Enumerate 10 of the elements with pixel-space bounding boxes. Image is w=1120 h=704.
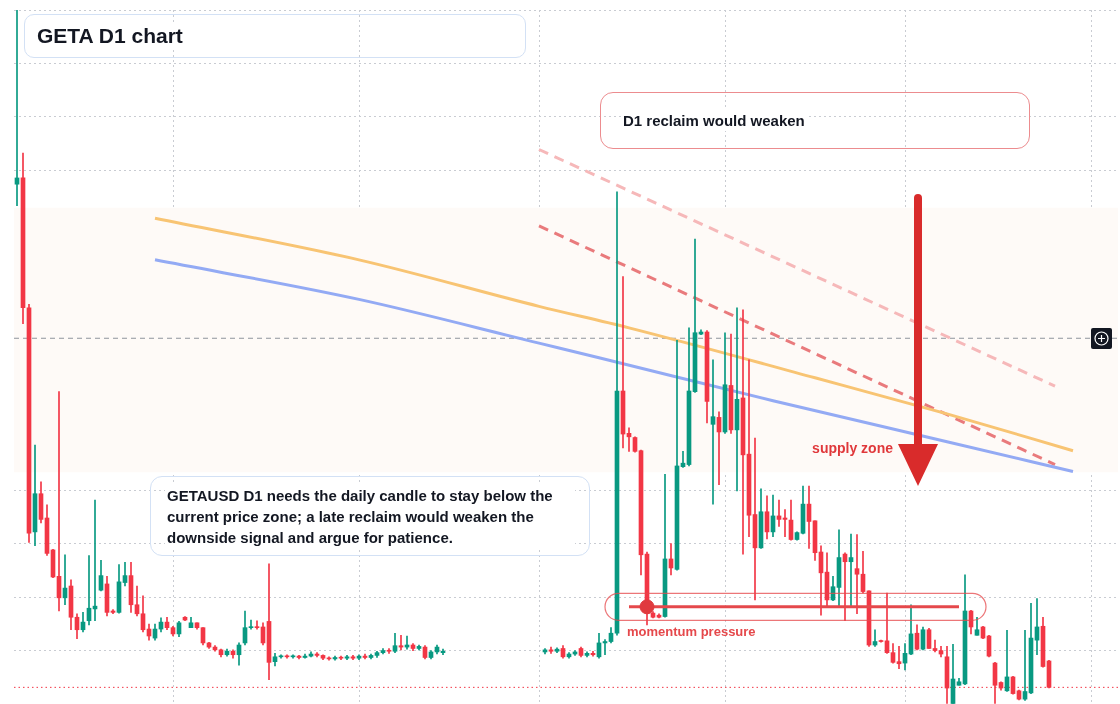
- annotation: D1 reclaim would weaken: [621, 110, 807, 131]
- series-label: momentum pressure: [627, 623, 756, 639]
- candlestick: [254, 620, 260, 630]
- annotation: GETAUSD D1 needs the daily candle to stay below the current price zone; a late reclaim would weaken the downside signal and argue for patience.: [165, 484, 575, 548]
- candlestick: [854, 534, 860, 615]
- text: GETA D1 chart: [35, 24, 185, 48]
- candlestick: [896, 646, 902, 669]
- candlestick: [710, 359, 716, 505]
- band-label: supply zone: [812, 440, 894, 457]
- candlestick: [848, 533, 854, 607]
